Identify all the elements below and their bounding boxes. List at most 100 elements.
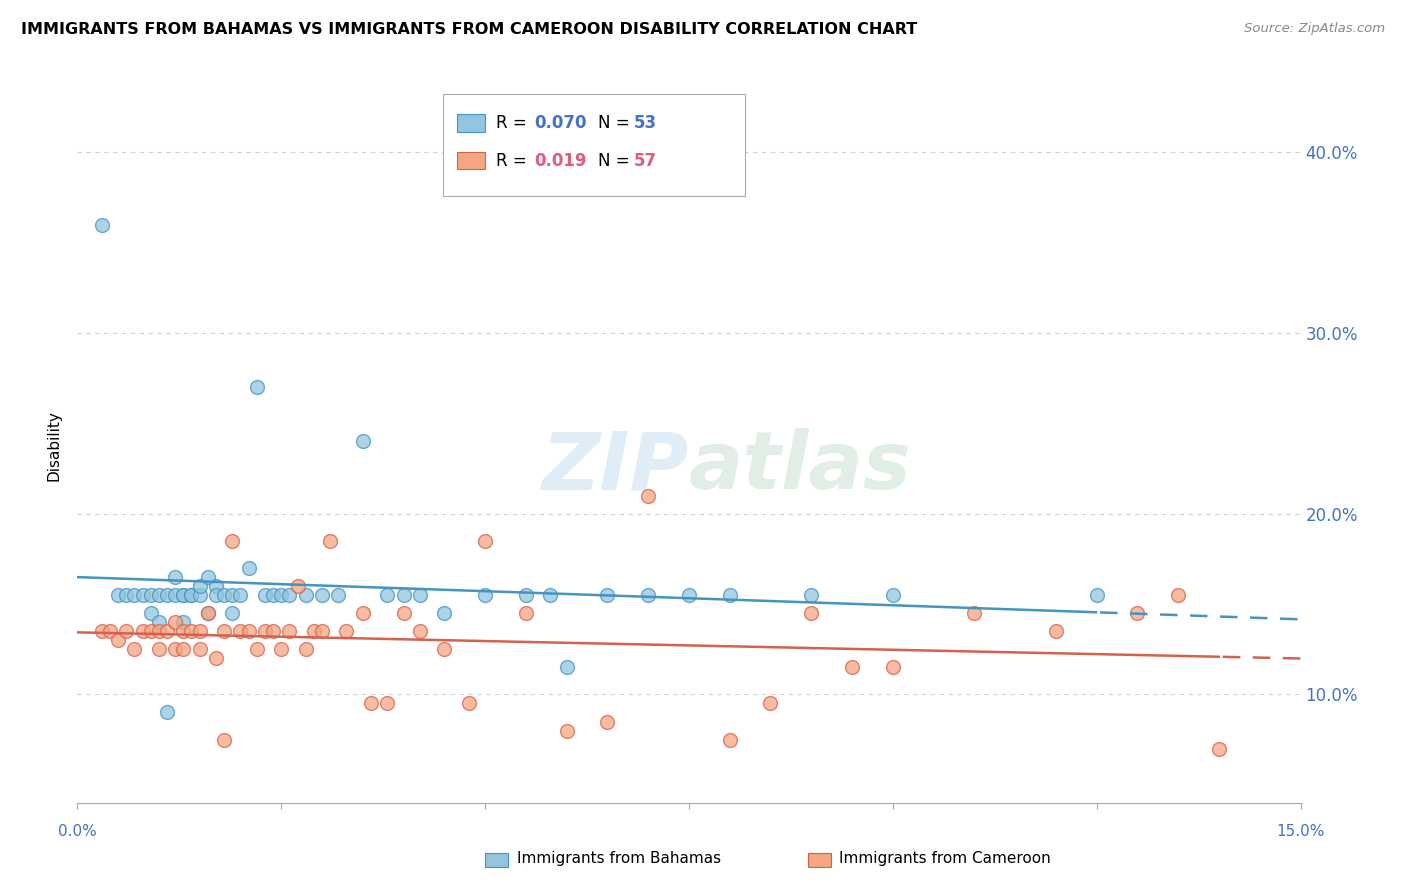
Point [409,588,432,602]
Text: ZIP: ZIP [541,428,689,507]
Text: 0.0%: 0.0% [58,824,97,839]
Text: Immigrants from Bahamas: Immigrants from Bahamas [517,851,721,865]
Point [238,561,260,575]
Point [98,624,121,639]
Point [262,624,284,639]
Point [156,624,179,639]
Point [294,588,316,602]
Point [131,588,153,602]
Point [172,642,194,657]
Point [253,588,276,602]
Point [115,588,138,602]
Text: 53: 53 [634,114,657,132]
Point [221,533,243,548]
Point [270,642,292,657]
Text: 57: 57 [634,152,657,169]
Point [180,588,202,602]
Text: IMMIGRANTS FROM BAHAMAS VS IMMIGRANTS FROM CAMEROON DISABILITY CORRELATION CHART: IMMIGRANTS FROM BAHAMAS VS IMMIGRANTS FR… [21,22,917,37]
Point [90,624,112,639]
Point [433,606,456,620]
Point [718,588,741,602]
Point [148,588,170,602]
Point [246,642,269,657]
Point [474,533,496,548]
Point [229,624,252,639]
Point [1045,624,1067,639]
Point [148,615,170,629]
Point [409,624,432,639]
Point [180,588,202,602]
Point [637,588,659,602]
Point [882,660,904,674]
Point [596,588,619,602]
Point [148,624,170,639]
Point [1208,741,1230,756]
Point [221,588,243,602]
Point [165,570,187,584]
Point [197,606,219,620]
Point [287,579,309,593]
Point [156,588,179,602]
Text: 0.070: 0.070 [534,114,586,132]
Text: R =: R = [496,152,533,169]
Point [139,624,162,639]
Point [800,606,823,620]
Point [212,624,235,639]
Point [1085,588,1108,602]
Point [515,606,537,620]
Point [212,732,235,747]
Point [188,624,211,639]
Point [302,624,325,639]
Point [270,588,292,602]
Point [352,606,374,620]
Point [360,697,382,711]
Point [205,579,228,593]
Point [515,588,537,602]
Point [311,624,333,639]
Point [124,588,146,602]
Point [212,588,235,602]
Point [139,606,162,620]
Point [156,706,179,720]
Point [180,624,202,639]
Point [172,588,194,602]
Text: N =: N = [598,114,634,132]
Point [335,624,357,639]
Point [1167,588,1189,602]
Point [172,588,194,602]
Point [678,588,700,602]
Point [188,579,211,593]
Point [165,588,187,602]
Point [172,624,194,639]
Point [107,633,129,648]
Point [139,588,162,602]
Point [221,606,243,620]
Point [841,660,863,674]
Point [131,624,153,639]
Text: 0.019: 0.019 [534,152,586,169]
Point [555,723,578,738]
Y-axis label: Disability: Disability [46,410,62,482]
Point [107,588,129,602]
Point [637,489,659,503]
Point [253,624,276,639]
Point [375,697,398,711]
Point [352,434,374,449]
Point [188,588,211,602]
Point [205,651,228,665]
Point [311,588,333,602]
Point [882,588,904,602]
Point [759,697,782,711]
Point [1126,606,1149,620]
Point [457,697,479,711]
Point [278,588,301,602]
Point [246,380,269,394]
Point [205,588,228,602]
Point [375,588,398,602]
Point [90,218,112,232]
Point [555,660,578,674]
Point [229,588,252,602]
Text: Immigrants from Cameroon: Immigrants from Cameroon [839,851,1052,865]
Point [238,624,260,639]
Point [596,714,619,729]
